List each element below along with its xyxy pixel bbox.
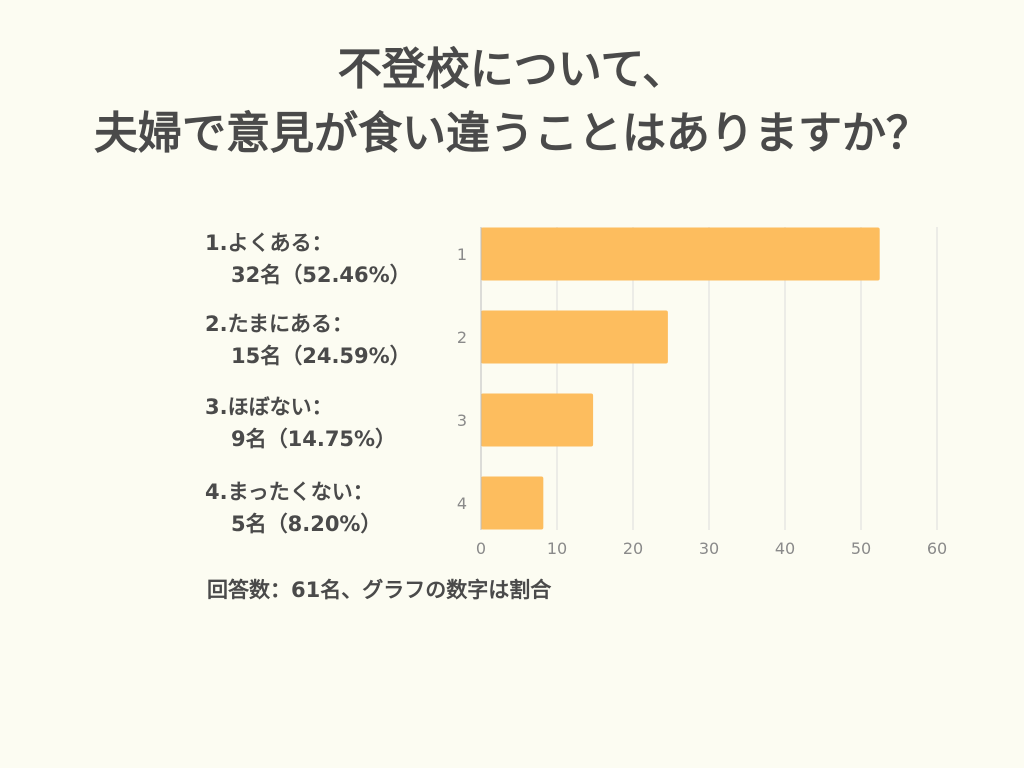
answer-label-2-option: 2.たまにある： xyxy=(205,312,353,336)
x-tick-label-50: 50 xyxy=(851,539,871,558)
answer-label-3: 3.ほぼない： 9名（14.75%） xyxy=(205,391,396,455)
answer-label-3-count: 9名（14.75%） xyxy=(231,427,397,451)
x-tick-label-10: 10 xyxy=(547,539,567,558)
y-tick-label-2: 2 xyxy=(457,328,467,347)
answer-label-1-count: 32名（52.46%） xyxy=(231,263,411,287)
answer-label-2: 2.たまにある： 15名（24.59%） xyxy=(205,308,411,372)
title-line-2: 夫婦で意見が食い違うことはありますか？ xyxy=(94,108,930,159)
x-tick-label-0: 0 xyxy=(476,539,486,558)
y-tick-label-4: 4 xyxy=(457,494,467,513)
answer-label-4-count: 5名（8.20%） xyxy=(231,512,382,536)
x-tick-label-60: 60 xyxy=(927,539,947,558)
bar-1 xyxy=(481,227,880,281)
answer-label-1-option: 1.よくある： xyxy=(205,231,333,255)
answer-labels: 1.よくある： 32名（52.46%） 2.たまにある： 15名（24.59%）… xyxy=(0,0,440,560)
bar-3 xyxy=(481,393,594,447)
answer-label-3-option: 3.ほぼない： xyxy=(205,395,333,419)
y-tick-label-1: 1 xyxy=(457,245,467,264)
x-tick-label-30: 30 xyxy=(699,539,719,558)
answer-label-4-option: 4.まったくない： xyxy=(205,480,374,504)
answer-label-2-count: 15名（24.59%） xyxy=(231,344,411,368)
footnote: 回答数：61名、グラフの数字は割合 xyxy=(207,578,552,602)
x-tick-label-40: 40 xyxy=(775,539,795,558)
bar-4 xyxy=(481,476,544,530)
chart-title: 不登校について、 夫婦で意見が食い違うことはありますか？ xyxy=(0,38,1024,166)
answer-label-4: 4.まったくない： 5名（8.20%） xyxy=(205,476,381,540)
x-tick-label-20: 20 xyxy=(623,539,643,558)
answer-label-1: 1.よくある： 32名（52.46%） xyxy=(205,227,411,291)
bar-2 xyxy=(481,310,668,364)
y-tick-label-3: 3 xyxy=(457,411,467,430)
title-line-1: 不登校について、 xyxy=(337,44,687,95)
